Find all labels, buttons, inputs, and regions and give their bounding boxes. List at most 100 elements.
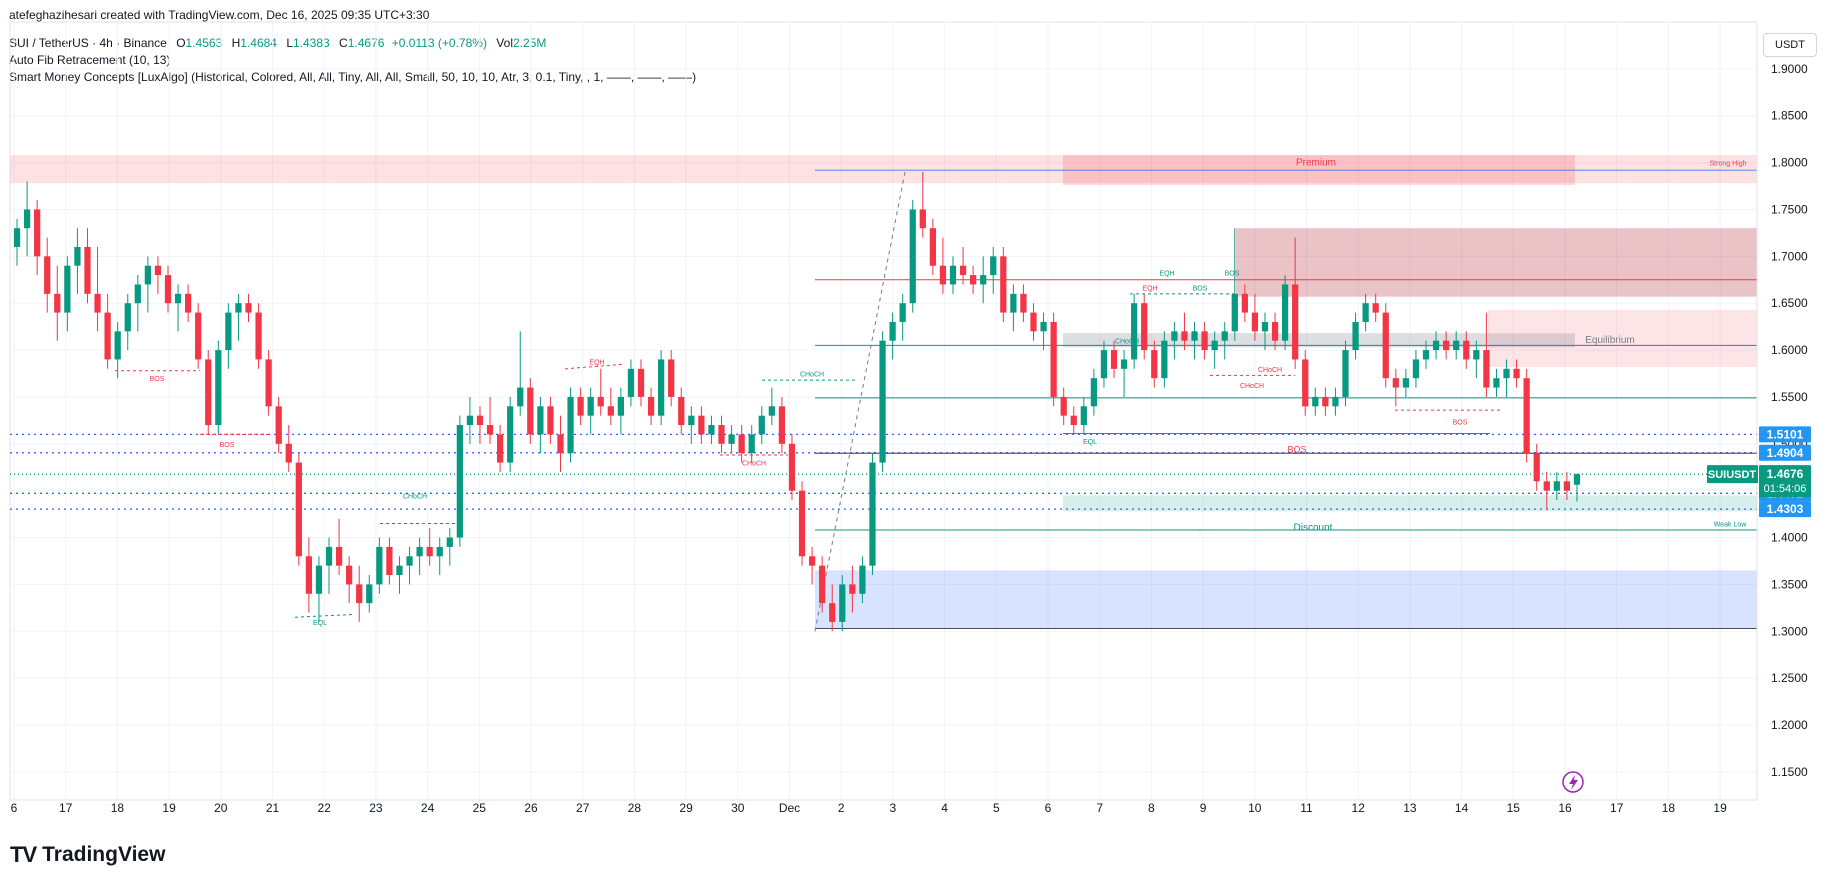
candle-body (1292, 284, 1299, 360)
candle-body (678, 396, 685, 426)
candle (1402, 368, 1409, 397)
low-label: L (286, 36, 293, 50)
candle (396, 556, 403, 594)
candle-body (919, 209, 926, 229)
candle-body (1422, 350, 1430, 360)
candle-body (1171, 331, 1178, 341)
candle-body (1211, 340, 1218, 351)
candle (225, 303, 232, 369)
candle-body (1030, 312, 1037, 332)
candle (315, 556, 323, 622)
footer-brand[interactable]: TV TradingView (10, 840, 165, 870)
candle-body (688, 415, 695, 426)
x-tick-label: 10 (1248, 801, 1262, 815)
candle (1573, 473, 1581, 502)
candles (13, 171, 1581, 632)
candle-body (899, 303, 906, 322)
currency-selector[interactable]: USDT (1763, 33, 1817, 57)
y-tick-label: 1.9000 (1771, 62, 1808, 76)
candle-body (44, 256, 51, 294)
candle-body (577, 396, 584, 416)
candle-body (1392, 378, 1399, 388)
candle-body (507, 406, 514, 463)
candle (114, 321, 121, 379)
candle-body (134, 284, 141, 304)
time-axis[interactable]: 6 17 18 19 20 21 22 23 24 25 26 27 28 29 30 Dec 2 3 4 5 6 7 8 9… (10, 799, 1757, 815)
price-badges: 1.51011.49041.44721.4303SUIUSDT1.467601:… (1707, 426, 1811, 518)
x-tick-label: 6 (11, 801, 18, 815)
candle (406, 546, 413, 585)
candle-body (396, 565, 403, 576)
candle-body (1332, 396, 1339, 407)
candle-body (607, 406, 614, 416)
candle (134, 275, 141, 332)
candle (1382, 303, 1389, 388)
candle (970, 265, 977, 294)
candle-body (1181, 331, 1188, 341)
candle-body (1251, 312, 1259, 332)
symbol-title[interactable]: SUI / TetherUS · 4h · Binance (9, 36, 167, 50)
last-price-label: 1.4676 (1767, 467, 1804, 481)
candle-body (637, 368, 645, 397)
candle (919, 171, 926, 238)
candle-body (849, 584, 856, 594)
candle (1131, 293, 1138, 369)
symbol-badge-label: SUIUSDT (1708, 469, 1757, 481)
candle-body (215, 350, 222, 426)
price-badge (1759, 426, 1811, 443)
y-tick-label: 1.4000 (1771, 531, 1808, 545)
candle-body (527, 387, 534, 435)
candle-body (13, 228, 21, 247)
candle (34, 200, 41, 276)
candle (1312, 387, 1319, 416)
candle (808, 546, 816, 585)
tradingview-logo-icon: TV (10, 842, 37, 867)
indicator-fib-legend[interactable]: Auto Fib Retracement (10, 13) (9, 53, 171, 67)
candle-body (668, 359, 675, 397)
indicator-smc-legend[interactable]: Smart Money Concepts [LuxAlgo] (Historic… (9, 70, 697, 84)
choch-label: CHoCH (742, 461, 766, 468)
lightning-icon (1562, 771, 1584, 793)
x-tick-label: 17 (1610, 801, 1624, 815)
candle (174, 284, 182, 332)
high-label: H (231, 36, 241, 50)
candle (64, 256, 71, 332)
candle-body (255, 312, 262, 360)
candle-body (376, 546, 383, 585)
candle-body (23, 209, 31, 229)
candle-body (658, 359, 665, 416)
candle-body (446, 537, 453, 547)
candle (1453, 331, 1460, 360)
candle-body (1402, 378, 1409, 388)
candle-body (1010, 293, 1017, 313)
price-axis[interactable]: 1.15001.20001.25001.30001.35001.40001.45… (1756, 22, 1808, 800)
x-tick-label: 26 (524, 801, 538, 815)
candle-body (94, 293, 101, 313)
candle (607, 387, 614, 426)
candle (376, 537, 383, 594)
candle (1483, 312, 1490, 397)
candle-body (1302, 359, 1309, 407)
candle (517, 331, 524, 416)
candle-body (1110, 350, 1118, 369)
candle-body (114, 331, 121, 360)
candle (1151, 340, 1158, 388)
candle-body (1432, 340, 1440, 351)
close-label: C (339, 36, 348, 50)
candle (1302, 350, 1309, 416)
candle (1211, 331, 1218, 369)
candle (1563, 471, 1571, 501)
y-tick-label: 1.8500 (1771, 109, 1808, 123)
candle-body (325, 546, 333, 566)
candle (507, 396, 514, 472)
x-tick-label: 19 (162, 801, 176, 815)
candle (748, 425, 755, 463)
bos-label: BOS (220, 442, 235, 449)
bos-label: BOS (1453, 419, 1468, 426)
candle-body (778, 406, 786, 444)
candle-body (335, 546, 343, 566)
candle-body (456, 425, 463, 538)
candle-body (768, 406, 775, 416)
candle (1090, 368, 1098, 416)
